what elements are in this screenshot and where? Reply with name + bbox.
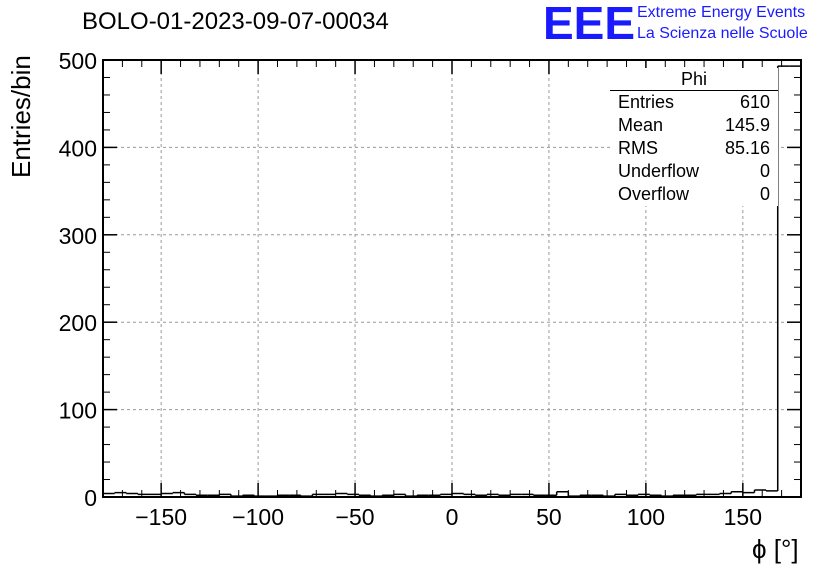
stats-label: Entries [618, 92, 675, 112]
stats-value: 0 [759, 161, 770, 181]
stats-row-rms: RMS 85.16 [610, 137, 778, 160]
y-tick-label: 300 [59, 223, 97, 249]
stats-value: 145.9 [724, 115, 770, 135]
stats-title: Phi [610, 68, 778, 91]
x-tick-label: −150 [135, 504, 187, 530]
x-tick-label: 50 [536, 504, 562, 530]
y-tick-label: 200 [59, 310, 97, 336]
stats-label: Underflow [618, 161, 700, 181]
stats-label: Mean [618, 115, 664, 135]
x-tick-label: 150 [724, 504, 762, 530]
x-tick-label: −100 [232, 504, 284, 530]
stats-row-entries: Entries 610 [610, 91, 778, 114]
y-tick-label: 500 [59, 48, 97, 74]
x-tick-label: 0 [446, 504, 459, 530]
logo-line-2: La Scienza nelle Scuole [637, 25, 808, 42]
axis-ticks [103, 59, 801, 498]
stats-row-underflow: Underflow 0 [610, 160, 778, 183]
stats-row-mean: Mean 145.9 [610, 114, 778, 137]
stats-label: Overflow [618, 184, 690, 204]
y-tick-labels: 0 100 200 300 400 500 [59, 48, 97, 511]
x-tick-label: −50 [336, 504, 375, 530]
y-axis-label: Entries/bin [6, 55, 36, 178]
y-tick-label: 0 [84, 485, 97, 511]
run-title: BOLO-01-2023-09-07-00034 [82, 8, 389, 35]
x-tick-label: 100 [627, 504, 665, 530]
stats-value: 0 [759, 184, 770, 204]
y-tick-label: 100 [59, 398, 97, 424]
x-axis-label: ϕ [°] [752, 534, 799, 564]
logo-line-1: Extreme Energy Events [637, 4, 806, 21]
y-tick-label: 400 [59, 135, 97, 161]
stats-label: RMS [618, 138, 658, 158]
eee-logo: EEE [543, 0, 636, 49]
stats-value: 610 [739, 92, 770, 112]
stats-value: 85.16 [724, 138, 770, 158]
stats-row-overflow: Overflow 0 [610, 183, 778, 206]
x-tick-labels: −150 −100 −50 0 50 100 150 [135, 504, 762, 530]
stats-box: Phi Entries 610 Mean 145.9 RMS 85.16 Und… [610, 68, 778, 206]
